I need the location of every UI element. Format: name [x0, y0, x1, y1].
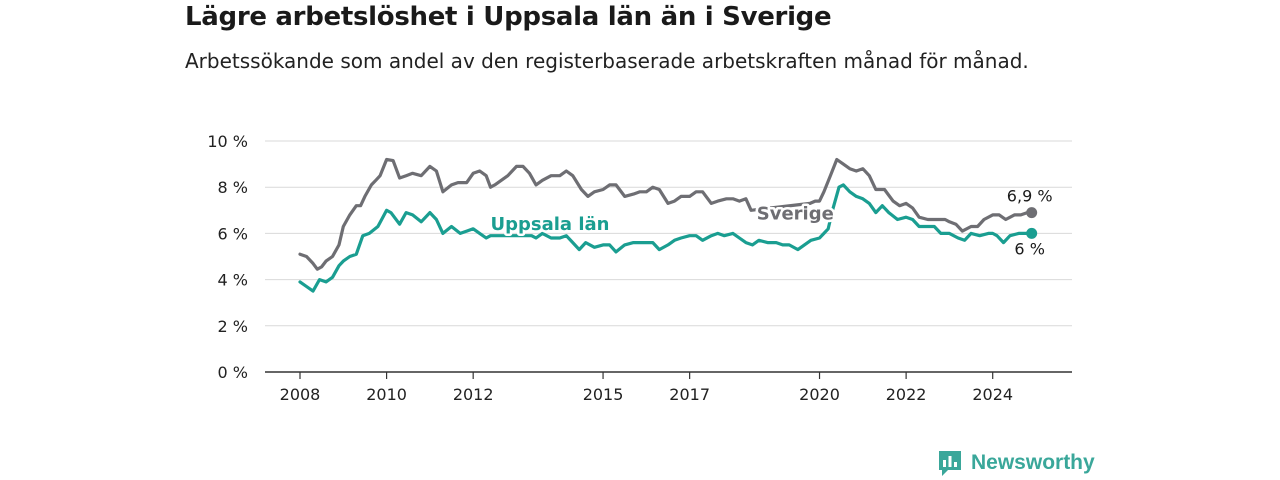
x-tick-label: 2024 [972, 385, 1013, 404]
x-axis: 2008 2010 2012 2015 2017 2020 2022 2024 [265, 371, 1072, 404]
y-tick-label: 4 % [218, 271, 248, 290]
x-tick-label: 2022 [886, 385, 927, 404]
series-label: Sverige [757, 204, 834, 225]
y-tick-label: 8 % [218, 178, 248, 197]
series-lines [298, 157, 1038, 293]
brand-logo[interactable]: Newsworthy [937, 448, 1095, 478]
y-tick-label: 0 % [218, 363, 248, 382]
x-tick-label: 2012 [453, 385, 494, 404]
x-tick-label: 2020 [799, 385, 840, 404]
series-line-sverige [298, 157, 1034, 271]
y-tick-label: 6 % [218, 224, 248, 243]
y-axis-ticks: 0 % 2 % 4 % 6 % 8 % 10 % [207, 132, 248, 382]
series-line-uppsala [298, 183, 1034, 293]
series-end-label: 6,9 % [1007, 187, 1053, 206]
x-tick-label: 2015 [583, 385, 624, 404]
gridlines [265, 140, 1072, 327]
series-end-point [1026, 207, 1038, 219]
x-tick-label: 2010 [366, 385, 407, 404]
series-labels: 6,9 % 6 % Sverige Uppsala län [488, 187, 1053, 259]
series-end-point [1026, 227, 1038, 239]
x-tick-label: 2017 [669, 385, 710, 404]
newsworthy-logo-icon [939, 451, 961, 476]
series-end-label: 6 % [1014, 239, 1044, 258]
brand-name: Newsworthy [971, 451, 1095, 474]
chart-subtitle: Arbetssökande som andel av den registerb… [185, 49, 1029, 73]
chart-title: Lägre arbetslöshet i Uppsala län än i Sv… [185, 2, 832, 32]
y-tick-label: 2 % [218, 317, 248, 336]
x-tick-label: 2008 [280, 385, 321, 404]
series-label: Uppsala län [490, 214, 609, 235]
y-tick-label: 10 % [207, 132, 248, 151]
